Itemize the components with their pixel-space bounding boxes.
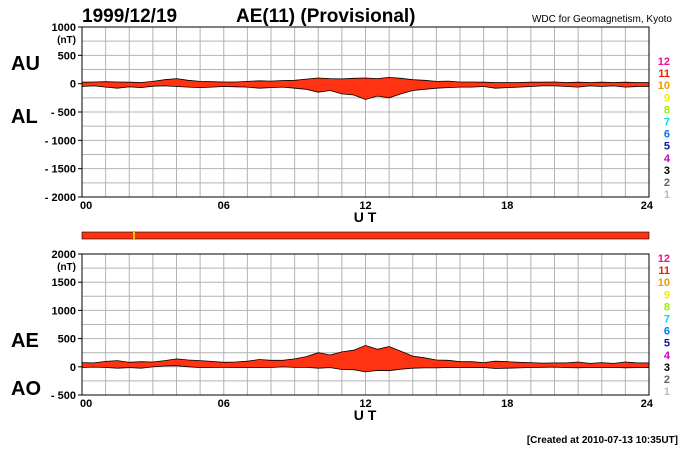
y-tick-label: 2000 [52,249,76,261]
y-tick-label: 0 [70,362,76,374]
station-legend-item: 4 [664,153,671,165]
series-fill-area [82,77,649,100]
station-legend-item: 2 [664,374,670,386]
station-legend-item: 10 [658,277,670,289]
series-fill-area [82,345,649,372]
date-title: 1999/12/19 [82,6,177,27]
y-unit-label: (nT) [57,262,76,273]
station-legend-item: 7 [664,314,670,326]
x-tick-label: 18 [501,200,513,212]
series-line-ao [81,365,649,373]
y-tick-label: - 500 [51,390,76,402]
y-tick-label: 1000 [52,305,76,317]
y-tick-label: 1500 [52,277,76,289]
x-tick-label: 12 [359,398,371,410]
station-legend-item: 10 [658,80,670,92]
data-coverage-strip [81,231,650,240]
coverage-mark [133,232,135,239]
y-tick-label: 500 [58,334,76,346]
side-label-al: AL [11,106,38,128]
y-tick-label: - 1500 [45,164,76,176]
coverage-bar [81,231,650,240]
y-tick-label: 0 [70,79,76,91]
series-line-al [81,85,649,100]
created-timestamp: [Created at 2010-07-13 10:35UT] [527,435,678,446]
y-tick-label: 500 [58,50,76,62]
station-legend-item: 12 [658,253,670,265]
x-tick-label: 12 [359,200,371,212]
index-title: AE(11) (Provisional) [236,6,416,27]
station-legend-item: 7 [664,117,670,129]
station-legend-item: 5 [664,141,670,153]
au-al-panel: 1000 500 0 - 500 - 1000 - 1500 - 2000 (nT) 00 06 1… [11,22,654,225]
station-legend-item: 11 [658,68,670,80]
station-legend-item: 1 [664,386,670,398]
x-tick-label: 00 [80,200,92,212]
y-tick-label: - 2000 [45,192,76,204]
station-legend-item: 3 [664,362,670,374]
side-label-ao: AO [11,378,41,400]
station-legend-item: 8 [664,301,670,313]
station-legend-item: 5 [664,338,670,350]
x-axis-label: U T [354,209,377,225]
x-tick-label: 18 [501,398,513,410]
y-tick-label: - 500 [51,107,76,119]
x-tick-label: 00 [80,398,92,410]
station-legend-item: 9 [664,92,670,104]
station-legend-item: 9 [664,289,670,301]
x-tick-label: 06 [218,398,230,410]
y-tick-label: - 1000 [45,135,76,147]
x-tick-label: 24 [641,200,654,212]
plot-frame [81,253,650,396]
station-legend-item: 1 [664,189,670,201]
side-label-ae: AE [11,330,39,352]
station-legend-item: 6 [664,129,670,141]
x-tick-label: 06 [218,200,230,212]
station-legend-item: 6 [664,326,670,338]
y-unit-label: (nT) [57,35,76,46]
station-legend-item: 4 [664,350,671,362]
station-legend-item: 8 [664,104,670,116]
side-label-au: AU [11,53,40,75]
ae-ao-panel: 2000 1500 1000 500 0 - 500 (nT) 00 06 12 18 24 U T AE… [11,249,654,423]
x-axis-label: U T [354,407,377,423]
station-legend-item: 12 [658,56,670,68]
x-tick-label: 24 [641,398,654,410]
station-legend-item: 3 [664,165,670,177]
station-legend-item: 2 [664,177,670,189]
series-line-au [81,76,649,83]
source-label: WDC for Geomagnetism, Kyoto [532,14,672,25]
y-tick-label: 1000 [52,22,76,34]
station-legend-item: 11 [658,265,670,277]
series-line-ae [81,344,649,364]
